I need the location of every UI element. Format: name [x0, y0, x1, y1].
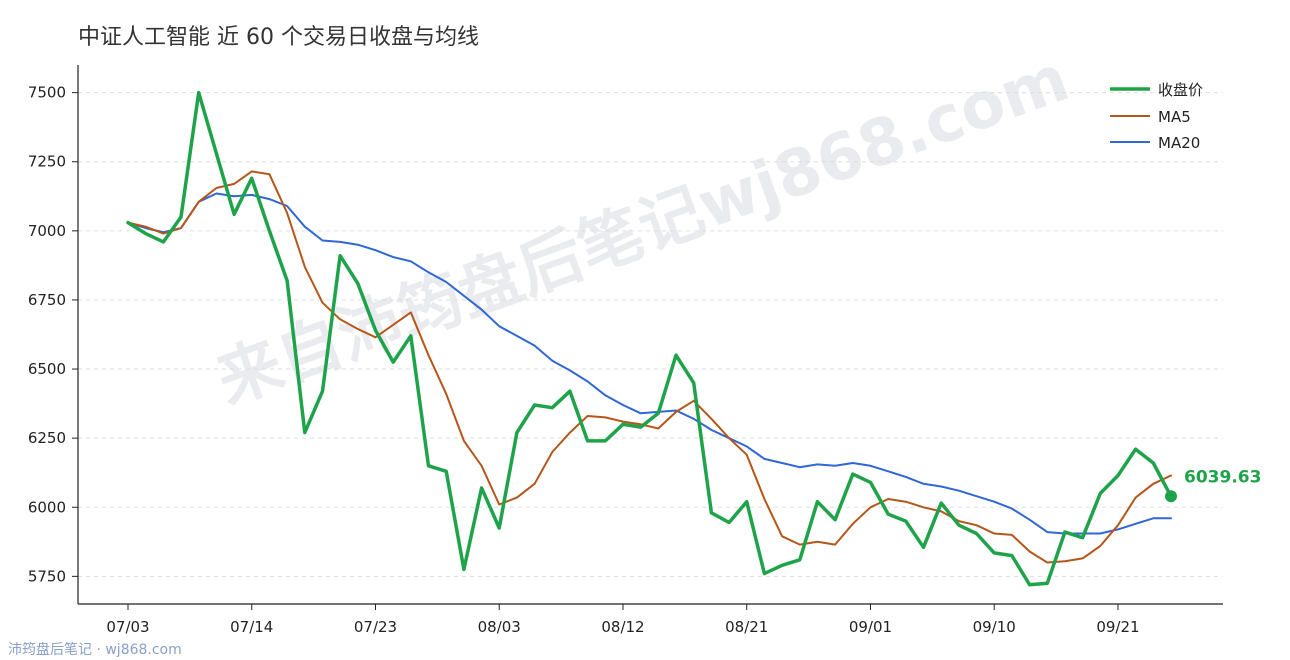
y-tick-label: 7500: [28, 84, 66, 102]
y-tick-label: 7000: [28, 222, 66, 240]
x-tick-label: 07/23: [354, 618, 397, 636]
x-tick-label: 07/14: [230, 618, 273, 636]
x-tick-label: 08/21: [725, 618, 768, 636]
watermark-text: 来自沛筠盘后笔记wj868.com: [208, 42, 1079, 419]
data-labels: 6039.63: [1165, 467, 1261, 503]
grid-lines: [78, 92, 1223, 577]
legend-label-ma20: MA20: [1158, 134, 1200, 152]
axes: 5750 6000 6250 6500 6750 7000 7250 7500 07/03 07/…: [28, 65, 1223, 636]
x-tick-label: 07/03: [106, 618, 149, 636]
series-line-close: [126, 90, 1173, 587]
y-tick-label: 5750: [28, 567, 66, 585]
legend-label-ma5: MA5: [1158, 108, 1191, 126]
last-close-point: [1165, 490, 1177, 503]
y-tick-label: 7250: [28, 153, 66, 171]
x-tick-label: 09/21: [1096, 618, 1139, 636]
x-tick-label: 09/01: [849, 618, 892, 636]
y-tick-label: 6750: [28, 291, 66, 309]
last-close-label: 6039.63: [1184, 467, 1261, 487]
series-lines: [126, 90, 1173, 587]
series-line-ma5: [127, 170, 1172, 564]
legend: 收盘价 MA5 MA20: [1110, 81, 1203, 152]
series-line-ma20: [127, 192, 1172, 535]
y-tick-label: 6500: [28, 360, 66, 378]
y-tick-label: 6000: [28, 498, 66, 516]
x-tick-label: 08/03: [478, 618, 521, 636]
y-tick-label: 6250: [28, 429, 66, 447]
footer-text: 沛筠盘后笔记 · wj868.com: [8, 641, 182, 658]
x-tick-label: 09/10: [973, 618, 1016, 636]
x-tick-label: 08/12: [601, 618, 644, 636]
watermark: 来自沛筠盘后笔记wj868.com: [208, 42, 1079, 419]
legend-label-close: 收盘价: [1158, 81, 1203, 99]
chart-title: 中证人工智能 近 60 个交易日收盘与均线: [78, 25, 479, 50]
